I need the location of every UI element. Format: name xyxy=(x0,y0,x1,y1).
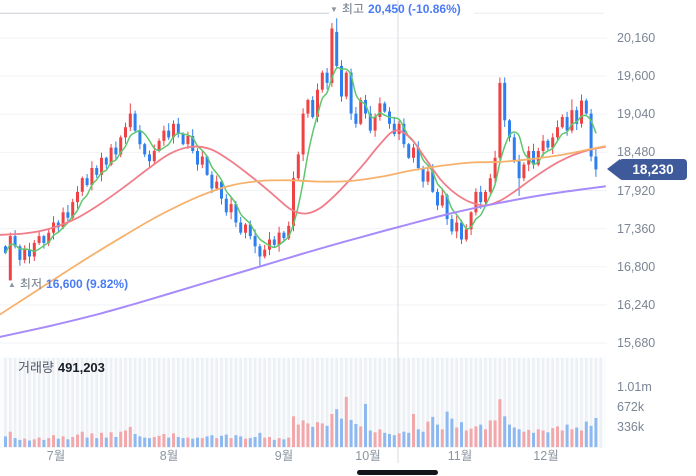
x-axis-month-label: 9월 xyxy=(274,449,294,463)
low-marker-label: 최저 xyxy=(19,277,43,291)
ma-line-ma5 xyxy=(4,66,597,254)
y-axis-tick: 16,240 xyxy=(617,297,656,312)
last-price-tag-arrow xyxy=(607,158,620,179)
ma-line-ma120 xyxy=(0,185,606,338)
y-axis-tick: 20,160 xyxy=(617,31,656,45)
volume-axis-tick: 336k xyxy=(617,420,645,435)
volume-axis-tick: 672k xyxy=(617,400,645,415)
y-axis-tick: 17,920 xyxy=(617,183,656,198)
volume-stripes xyxy=(4,358,602,448)
last-price-tag: 18,230 xyxy=(619,158,687,180)
high-marker: ▼ 최고 20,450 (-10.86%) xyxy=(330,3,461,16)
last-price-value: 18,230 xyxy=(632,161,674,177)
y-axis-tick: 17,360 xyxy=(617,221,656,236)
triangle-down-icon: ▼ xyxy=(330,5,338,14)
y-axis-tick: 19,040 xyxy=(617,107,656,122)
volume-header: 거래량 491,203 xyxy=(18,361,105,375)
high-marker-label: 최고 xyxy=(341,2,365,16)
x-axis-month-label: 12월 xyxy=(533,449,559,463)
volume-bars xyxy=(4,396,598,448)
volume-axis-tick: 1.01m xyxy=(617,380,652,395)
triangle-up-icon: ▲ xyxy=(8,280,16,289)
x-axis-month-label: 8월 xyxy=(159,449,179,463)
y-axis-tick: 15,680 xyxy=(617,336,656,350)
candles xyxy=(4,18,598,281)
x-axis-month-label: 7월 xyxy=(46,449,66,463)
x-axis-month-label: 11월 xyxy=(447,449,473,463)
low-marker-value: 16,600 (9.82%) xyxy=(46,277,129,291)
high-marker-value: 20,450 (-10.86%) xyxy=(368,2,461,16)
volume-label: 거래량 xyxy=(18,360,54,375)
y-axis-tick: 16,800 xyxy=(617,259,656,274)
y-axis-tick: 18,480 xyxy=(617,145,656,160)
low-marker: ▲ 최저 16,600 (9.82%) xyxy=(8,278,128,291)
ma-line-ma20 xyxy=(0,129,606,236)
price-gridlines xyxy=(0,37,607,344)
x-axis-month-label: 10월 xyxy=(355,449,381,463)
scrollbar-thumb[interactable] xyxy=(357,470,438,475)
y-axis-tick: 19,600 xyxy=(617,69,656,84)
volume-value: 491,203 xyxy=(57,360,105,375)
ma-line-ma60 xyxy=(0,145,606,316)
